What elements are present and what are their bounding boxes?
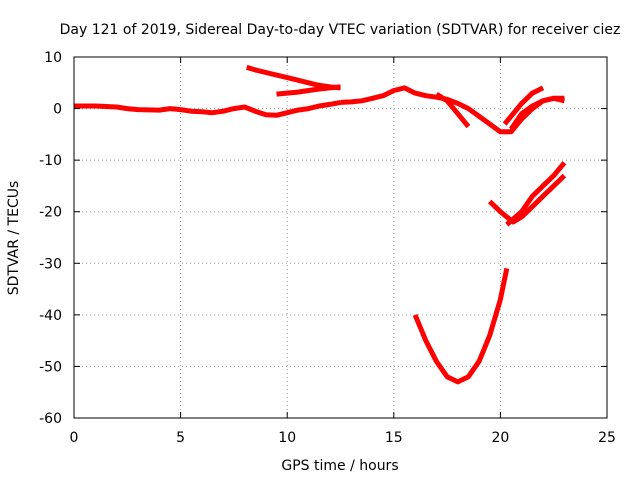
y-tick-label-7: 10	[44, 50, 62, 66]
plot-frame	[73, 56, 608, 419]
axis-ticks	[73, 56, 608, 419]
y-tick-label-3: -30	[39, 256, 62, 272]
x-tick-label-1: 5	[176, 430, 185, 446]
x-tick-label-4: 20	[491, 430, 509, 446]
x-axis-label: GPS time / hours	[281, 458, 398, 474]
series-line-1	[340, 85, 565, 135]
data-series	[74, 64, 567, 385]
series-line-2	[435, 91, 471, 129]
x-tick-labels: 0 5 10 15 20 25	[70, 430, 616, 446]
y-tick-labels: -60 -50 -40 -30 -20 -10 0 10	[39, 50, 62, 427]
y-tick-label-6: 0	[53, 102, 62, 118]
series-line-6	[276, 84, 341, 97]
x-tick-label-3: 15	[385, 430, 403, 446]
y-tick-label-5: -10	[39, 153, 62, 169]
y-tick-label-2: -40	[39, 308, 62, 324]
series-line-0	[74, 99, 341, 118]
y-tick-label-1: -50	[39, 359, 62, 375]
series-line-4	[502, 85, 545, 126]
x-tick-label-0: 0	[70, 430, 79, 446]
chart-title: Day 121 of 2019, Sidereal Day-to-day VTE…	[60, 22, 621, 38]
series-line-3	[509, 95, 565, 131]
series-line-9	[412, 267, 510, 385]
series-line-7	[487, 173, 567, 225]
x-tick-label-2: 10	[278, 430, 296, 446]
y-tick-label-0: -60	[39, 411, 62, 427]
series-line-8	[505, 161, 567, 227]
x-tick-label-5: 25	[598, 430, 616, 446]
y-axis-label: SDTVAR / TECUs	[6, 181, 22, 296]
series-line-5	[245, 64, 341, 91]
y-tick-label-4: -20	[39, 205, 62, 221]
